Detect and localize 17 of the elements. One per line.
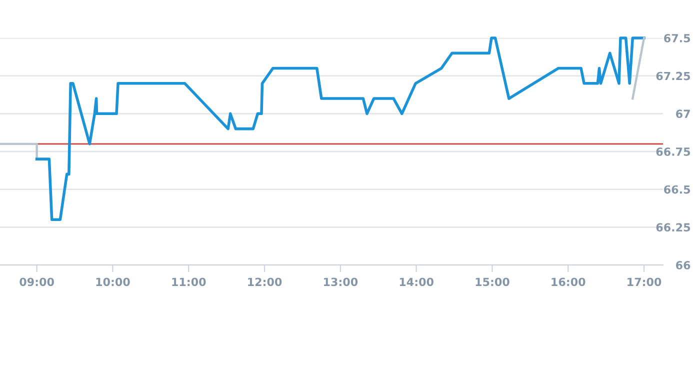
x-tick-label: 13:00 xyxy=(324,278,358,286)
x-tick-label: 10:00 xyxy=(96,278,130,286)
x-tick-label: 12:00 xyxy=(248,278,282,286)
x-tick-label: 14:00 xyxy=(400,278,434,286)
y-tick-label: 67 xyxy=(676,110,690,118)
y-tick-label: 66.25 xyxy=(656,223,690,232)
y-tick-label: 67.5 xyxy=(664,34,690,42)
y-tick-label: 66.5 xyxy=(664,185,690,194)
x-tick-label: 16:00 xyxy=(552,278,586,286)
x-tick-label: 11:00 xyxy=(172,278,206,286)
x-tick-label: 17:00 xyxy=(628,278,662,286)
line-series xyxy=(35,36,646,221)
y-tick-label: 66.75 xyxy=(656,147,690,156)
y-tick-label: 67.25 xyxy=(656,72,690,80)
y-tick-label: 66 xyxy=(676,260,690,270)
x-tick-label: 15:00 xyxy=(476,278,510,286)
x-tick-label: 09:00 xyxy=(20,278,54,286)
